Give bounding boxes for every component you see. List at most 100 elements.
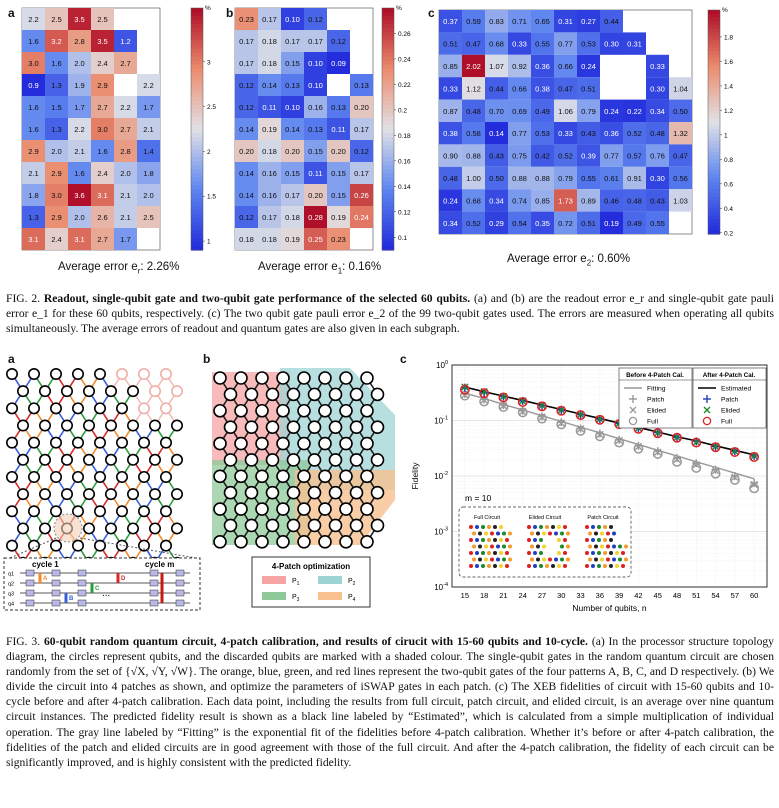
heatmap-cell-value: 0.12 [308,15,323,24]
colorbar-segment [708,28,720,33]
qubit-node [94,368,107,380]
qubit-node [286,453,301,467]
colorbar-tick-label: 0.24 [398,56,411,63]
colorbar-segment [708,159,720,164]
colorbar-segment [708,136,720,142]
qubit-node [105,419,118,432]
heatmap-cell-value: 3.0 [28,59,39,68]
heatmap-cell-value: 0.9 [28,81,39,90]
heatmap-cell [235,30,258,52]
inset-qubit-dot [588,544,592,549]
x-tick-label: 48 [673,591,681,600]
qubit-node [160,505,173,518]
marker-full [537,401,547,412]
heatmap-cell [137,162,160,184]
heatmap-cell [327,118,350,140]
qubit-node [72,470,85,483]
colorbar-segment [708,170,720,175]
marker-full [672,432,682,443]
legend-marker-full [628,416,638,426]
qubit-node [318,502,332,516]
heatmap-cell-value: 0.30 [650,174,665,183]
marker-elided [596,415,604,423]
qubit-node [318,371,332,385]
colorbar-segment [191,225,203,231]
colorbar-tick-label: 0.2 [724,230,733,237]
heatmap-cell [22,140,45,162]
heatmap-cell [439,166,462,190]
heatmap-cell-value: 2.1 [120,213,131,222]
legend-marker-elided [629,406,637,414]
qubit-node [255,403,269,418]
heatmap-cell [91,184,114,206]
colorbar-segment [191,153,203,158]
heatmap-cell-value: 0.52 [627,129,642,138]
inset-qubit-dot [554,531,558,536]
qubit-node [213,535,227,549]
heatmap-cell-value: 0.51 [443,40,458,49]
qubit-node [297,469,311,484]
heatmap-cell [577,144,600,167]
colorbar-segment [382,88,394,94]
qubit-node [16,488,29,501]
inset-qubit-dot [527,538,531,542]
heatmap-cell-value: 1.3 [51,81,62,90]
marker-full [652,448,663,459]
heatmap-cell-value: 0.87 [443,107,458,116]
heatmap-cell-value: 0.36 [535,62,550,71]
heatmap-cell [462,166,485,190]
heatmap-cell-value: 0.10 [308,59,323,68]
heatmap-cell-value: 0.34 [443,219,458,228]
colorbar-segment [382,8,394,13]
qubit-node [72,402,85,415]
qubit-node [116,436,129,449]
colorbar-segment [191,88,203,94]
colorbar-segment [191,185,203,191]
qubit-node [127,419,140,432]
colorbar-segment [191,40,203,45]
heatmap-cell [462,54,485,78]
colorbar-segment [382,165,394,170]
qubit-node [127,453,140,466]
patch-legend-label: P1 [292,578,300,587]
inset-qubit-dot [588,557,592,562]
heatmap-cell-value: 2.0 [74,59,85,68]
colorbar-segment [382,177,394,183]
heatmap-cell-value: 0.17 [285,191,300,200]
heatmap-cell [485,144,508,167]
marker-full [479,388,490,399]
heatmap-cell [554,144,577,167]
heatmap-cell-value: 0.17 [308,37,323,46]
heatmap-cell-value: 0.53 [581,40,596,49]
inset-qubit-dot [481,564,485,568]
heatmap-cell-value: 0.17 [354,169,369,178]
inset-qubit-dot [563,564,567,568]
heatmap-cell-value: 1.2 [120,37,131,46]
heatmap-cell [304,206,327,228]
heatmap-cell [531,32,554,55]
single-qubit-gate [175,589,185,597]
legend-label: Patch [647,397,665,404]
colorbar-tick-label: 0.16 [398,158,411,165]
heatmap-cell-value: 2.02 [466,62,481,71]
heatmap-cell [623,144,646,167]
inset-qubit-dot [530,544,534,549]
heatmap-cell-value: 0.20 [285,147,300,156]
heatmap-cell [22,228,45,250]
avg-error-single-qubit: Average error e1: 0.16% [258,261,382,276]
heatmap-cell-value: 1.12 [466,84,481,93]
heatmap-cell [327,30,350,52]
colorbar-segment [708,125,720,131]
heatmap-cell-value: 0.85 [443,62,458,71]
inset-qubit-dot [618,544,622,549]
heatmap-cell-value: 0.17 [285,37,300,46]
heatmap-cell-value: 0.20 [308,191,323,200]
colorbar-segment [708,144,720,149]
x-tick-label: 21 [499,591,507,600]
inset-qubit-dot [585,525,589,529]
colorbar-segment [382,28,394,33]
heatmap-cell-value: 3.0 [97,125,108,134]
qubit-node [244,518,259,533]
single-qubit-gate [77,599,87,607]
heatmap-cell [258,184,281,206]
